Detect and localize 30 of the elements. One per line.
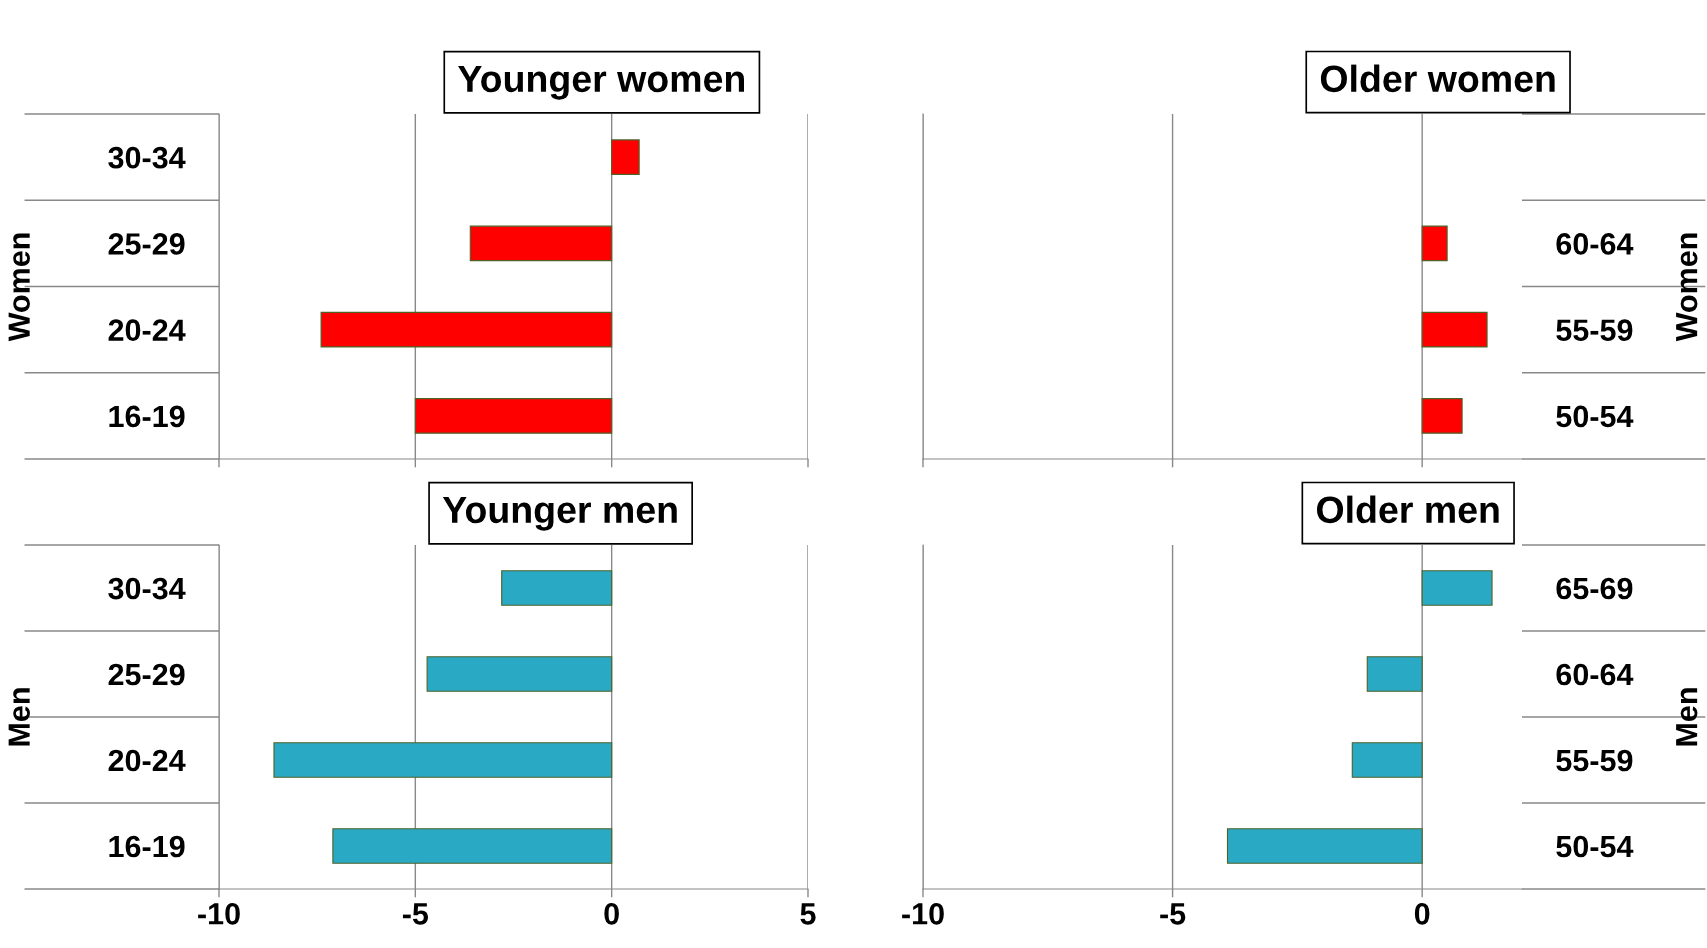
y-tick-label: 60-64 [1556, 663, 1634, 686]
x-tick-label: 0 [604, 903, 619, 925]
y-axis-title: Women [8, 233, 30, 342]
y-tick-label: 30-34 [108, 577, 186, 600]
x-tick-label: 5 [800, 903, 816, 925]
y-axis-title: Men [1676, 688, 1698, 746]
chart-title: Older men [1317, 495, 1499, 524]
y-axis-title: Women [1676, 233, 1698, 342]
chart-title: Younger women [458, 65, 744, 100]
y-tick-label: 16-19 [109, 405, 185, 428]
x-tick-label: -5 [402, 903, 429, 925]
y-tick-label: 25-29 [108, 233, 185, 255]
y-tick-label: 16-19 [109, 835, 185, 858]
chart-title: Older women [1320, 64, 1555, 93]
y-tick-label: 50-54 [1556, 405, 1634, 428]
y-tick-label: 25-29 [108, 663, 185, 686]
y-tick-label: 50-54 [1556, 835, 1634, 858]
y-tick-label: 65-69 [1556, 577, 1633, 600]
y-tick-label: 20-24 [108, 749, 186, 772]
y-tick-label: 55-59 [1556, 319, 1633, 341]
x-tick-label: 0 [1414, 903, 1430, 925]
y-tick-label: 60-64 [1556, 233, 1634, 255]
x-tick-label: -10 [198, 903, 240, 925]
x-tick-label: -10 [902, 903, 944, 925]
chart-title: Younger men [442, 496, 677, 531]
y-tick-label: 30-34 [108, 146, 186, 169]
y-axis-title: Men [8, 688, 30, 746]
y-tick-label: 55-59 [1556, 749, 1633, 772]
y-tick-label: 20-24 [108, 319, 186, 341]
x-tick-label: -5 [1160, 903, 1186, 925]
